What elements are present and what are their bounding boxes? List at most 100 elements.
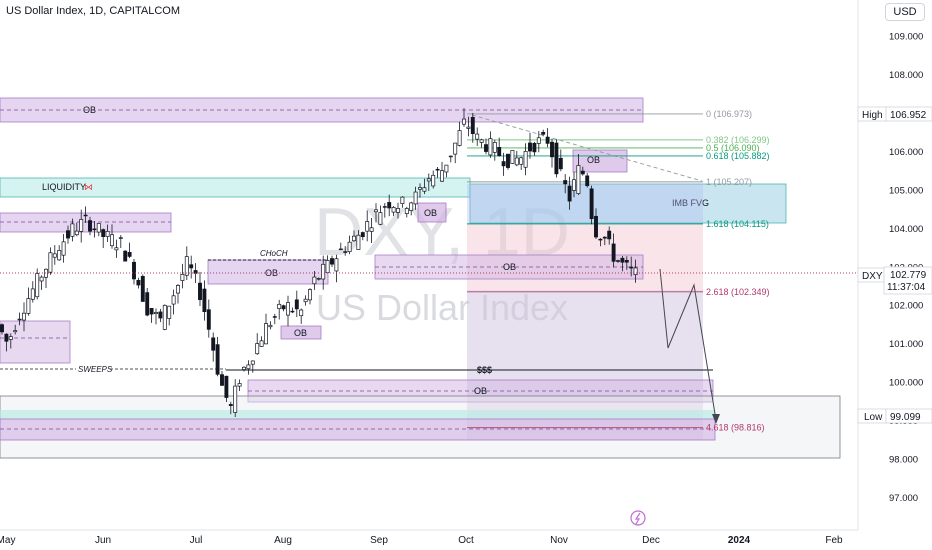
candle-body [281, 305, 286, 310]
candle-body [290, 310, 295, 313]
candle-body [356, 234, 361, 250]
candle-body [114, 247, 119, 251]
candle-body [594, 215, 598, 238]
fib-level-label: 0 (106.973) [706, 109, 752, 119]
candle-body [360, 232, 365, 238]
candle-body [39, 276, 44, 282]
candle-body [35, 273, 40, 298]
y-tick-label: 100.000 [889, 378, 923, 389]
candle-body [501, 161, 506, 167]
candle-body [118, 237, 123, 239]
candle-body [264, 323, 268, 345]
candle-body [132, 261, 136, 280]
candle-body [215, 344, 220, 375]
bottom-ob-band [0, 418, 716, 441]
y-tick-label: 108.000 [889, 70, 923, 81]
candle-body [589, 188, 594, 220]
candle-body [554, 142, 559, 175]
projection-arrowhead [712, 414, 720, 424]
ob-zone-mid-label: OB [503, 262, 516, 272]
candle-body [237, 383, 242, 387]
candle-body [61, 241, 66, 256]
fib-level-label: 0.382 (106.299) [706, 135, 770, 145]
candle-body [0, 324, 4, 333]
candle-body [409, 202, 414, 211]
projection-path [659, 268, 717, 421]
candle-body [550, 141, 554, 158]
candle-body [598, 238, 603, 241]
fib-level-label: 4.618 (98.816) [706, 423, 765, 433]
candle-body [140, 276, 145, 302]
candle-body [580, 170, 585, 175]
low-badge-bg [885, 408, 932, 424]
candle-body [176, 285, 180, 294]
candle-body [4, 333, 9, 342]
economic-event-icon[interactable] [630, 510, 646, 526]
candle-body [180, 274, 185, 281]
candle-body [224, 375, 229, 398]
candle-body [162, 304, 167, 330]
y-tick-label: 106.000 [889, 147, 923, 158]
candle-body [418, 187, 422, 190]
x-tick-label: Dec [642, 535, 660, 546]
ob-zone-low-label: OB [474, 386, 487, 396]
candle-body [497, 146, 502, 156]
y-tick-label: 97.000 [889, 493, 918, 504]
candle-body [374, 209, 378, 213]
currency-button[interactable]: USD [885, 3, 925, 21]
candle-body [57, 250, 62, 261]
candle-body [145, 292, 150, 316]
candle-body [506, 153, 510, 168]
candle-body [268, 324, 273, 328]
ob-zone-nov-label: OB [587, 155, 600, 165]
candle-body [8, 336, 13, 340]
candle-body [378, 212, 383, 225]
candle-body [255, 343, 260, 355]
candle-body [558, 157, 563, 170]
candle-body [492, 142, 497, 153]
ob-zone-left-3 [0, 320, 71, 364]
fib-level-label: 0.5 (106.090) [706, 143, 760, 153]
candle-body [479, 139, 484, 143]
last-price-badge-bg [883, 266, 932, 295]
candle-body [484, 144, 488, 152]
candle-body [66, 230, 70, 239]
candle-body [312, 276, 317, 285]
candle-body [171, 295, 176, 305]
candle-body [92, 228, 97, 231]
candle-body [30, 288, 35, 300]
ob-zone-aug [280, 325, 322, 340]
candle-body [242, 366, 246, 370]
x-tick-label: Oct [458, 535, 474, 546]
candle-body [211, 337, 216, 351]
candle-body [396, 208, 400, 213]
sym-badge-label: DXY [862, 271, 883, 282]
candle-body [426, 178, 431, 182]
candle-body [453, 142, 458, 155]
fib-level-label: 2.618 (102.349) [706, 287, 770, 297]
candle-body [189, 264, 194, 269]
candle-body [620, 257, 625, 263]
candle-body [440, 170, 444, 182]
candle-body [48, 252, 53, 273]
candle-body [607, 230, 612, 240]
candle-body [79, 219, 84, 232]
candle-body [382, 206, 387, 208]
x-tick-label: Sep [370, 535, 388, 546]
candle-body [127, 251, 132, 257]
candle-body [13, 330, 18, 333]
fvg-zone [469, 183, 787, 224]
candle-body [585, 175, 590, 187]
candle-body [316, 278, 321, 280]
ob-zone-sep [417, 202, 447, 223]
candle-body [202, 288, 207, 312]
candle-body [602, 236, 607, 239]
x-tick-label: Jun [95, 535, 111, 546]
x-tick-label: 2024 [728, 535, 751, 546]
chart-title: US Dollar Index, 1D, CAPITALCOM [6, 5, 181, 17]
candle-body [198, 282, 202, 300]
candle-body [184, 256, 189, 276]
candle-body [633, 267, 638, 275]
candle-body [444, 164, 449, 173]
